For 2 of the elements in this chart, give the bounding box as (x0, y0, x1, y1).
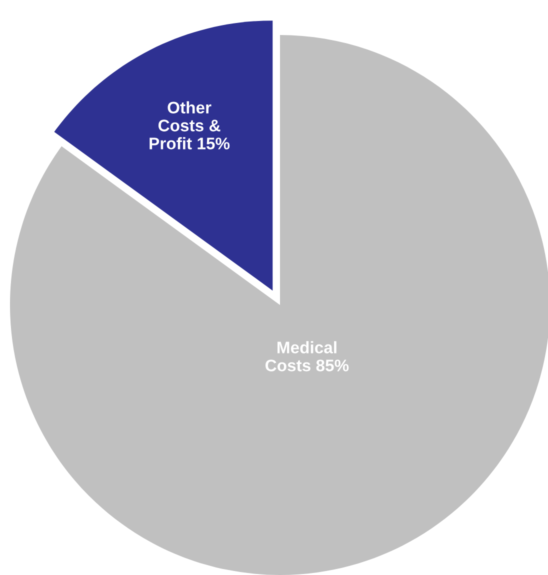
slice-label: Medical Costs 85% (266, 341, 349, 372)
slice-label: Other Costs & Profit 15% (150, 101, 230, 150)
